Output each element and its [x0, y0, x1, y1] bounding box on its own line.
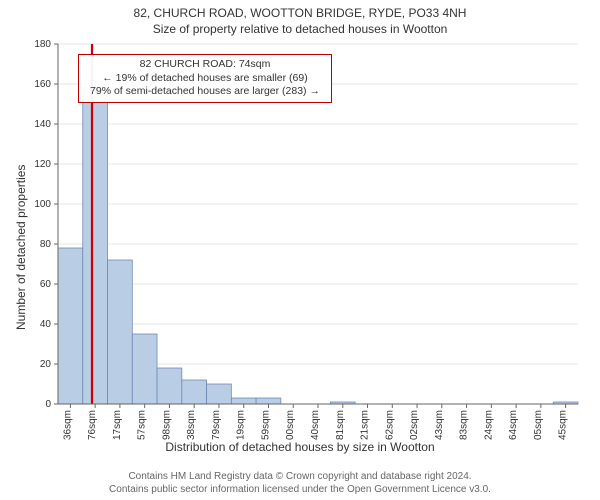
svg-text:80: 80: [40, 239, 52, 250]
svg-text:643sqm: 643sqm: [434, 410, 445, 440]
svg-text:521sqm: 521sqm: [360, 410, 371, 440]
svg-text:120: 120: [34, 159, 51, 170]
svg-text:319sqm: 319sqm: [236, 410, 247, 440]
svg-text:764sqm: 764sqm: [508, 410, 519, 440]
svg-text:36sqm: 36sqm: [62, 410, 73, 440]
svg-text:198sqm: 198sqm: [161, 410, 172, 440]
svg-text:180: 180: [34, 39, 51, 50]
svg-text:157sqm: 157sqm: [137, 410, 148, 440]
svg-text:160: 160: [34, 79, 51, 90]
svg-text:845sqm: 845sqm: [558, 410, 569, 440]
svg-text:724sqm: 724sqm: [483, 410, 494, 440]
svg-text:140: 140: [34, 119, 51, 130]
svg-text:279sqm: 279sqm: [211, 410, 222, 440]
copyright-notice: Contains HM Land Registry data © Crown c…: [0, 470, 600, 496]
y-axis-label: Number of detached properties: [14, 165, 28, 330]
copyright-line2: Contains public sector information licen…: [0, 483, 600, 496]
svg-text:400sqm: 400sqm: [285, 410, 296, 440]
svg-text:100: 100: [34, 199, 51, 210]
svg-text:238sqm: 238sqm: [186, 410, 197, 440]
svg-text:76sqm: 76sqm: [87, 410, 98, 440]
svg-text:0: 0: [45, 399, 51, 410]
svg-text:60: 60: [40, 279, 52, 290]
svg-text:805sqm: 805sqm: [533, 410, 544, 440]
svg-text:481sqm: 481sqm: [335, 410, 346, 440]
svg-text:40: 40: [40, 319, 52, 330]
svg-text:440sqm: 440sqm: [310, 410, 321, 440]
svg-text:602sqm: 602sqm: [409, 410, 420, 440]
svg-text:562sqm: 562sqm: [384, 410, 395, 440]
annotation-line1: 82 CHURCH ROAD: 74sqm: [85, 58, 325, 72]
svg-text:359sqm: 359sqm: [260, 410, 271, 440]
x-axis-label: Distribution of detached houses by size …: [0, 440, 600, 454]
svg-text:117sqm: 117sqm: [112, 410, 123, 440]
copyright-line1: Contains HM Land Registry data © Crown c…: [0, 470, 600, 483]
svg-text:20: 20: [40, 359, 52, 370]
annotation-line2: ← 19% of detached houses are smaller (69…: [85, 72, 325, 86]
svg-text:683sqm: 683sqm: [459, 410, 470, 440]
annotation-callout: 82 CHURCH ROAD: 74sqm ← 19% of detached …: [78, 54, 332, 103]
annotation-line3: 79% of semi-detached houses are larger (…: [85, 85, 325, 99]
